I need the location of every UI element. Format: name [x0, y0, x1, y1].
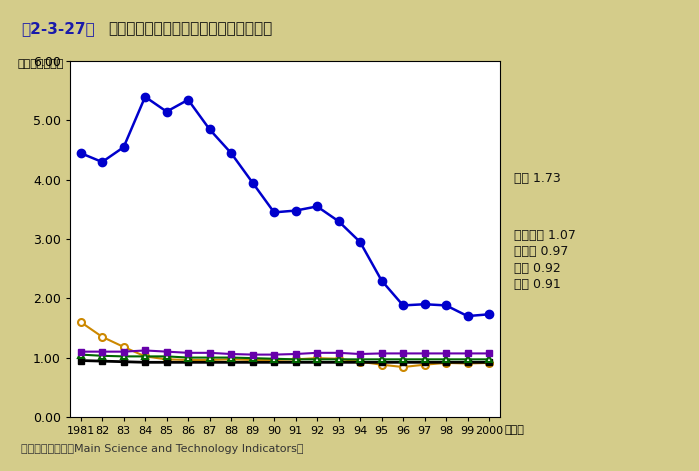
- Text: 英国 0.92: 英国 0.92: [514, 262, 561, 275]
- Text: 資料：ＯＥＣＤ「Main Science and Technology Indicators」: 資料：ＯＥＣＤ「Main Science and Technology Indi…: [21, 444, 303, 454]
- Text: ドイツ 0.97: ドイツ 0.97: [514, 245, 568, 259]
- Text: （輸出／輸入）: （輸出／輸入）: [17, 59, 64, 69]
- Text: （年）: （年）: [505, 425, 524, 435]
- Text: 第2-3-27図: 第2-3-27図: [21, 21, 95, 36]
- Text: 日本 1.73: 日本 1.73: [514, 172, 561, 186]
- Text: フランス 1.07: フランス 1.07: [514, 229, 576, 242]
- Text: 米国 0.91: 米国 0.91: [514, 278, 561, 292]
- Text: 主要国のハイテク産業貿易収支比の推移: 主要国のハイテク産業貿易収支比の推移: [108, 21, 273, 36]
